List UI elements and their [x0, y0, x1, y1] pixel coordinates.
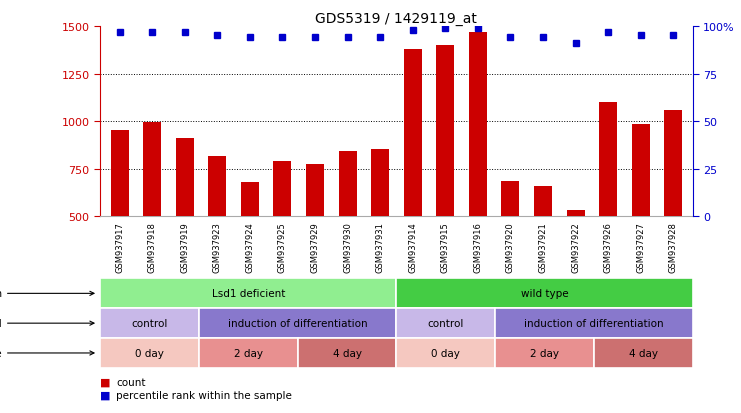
Bar — [665, 110, 682, 217]
Text: GSM937920: GSM937920 — [506, 222, 515, 273]
Bar — [143, 123, 161, 217]
Text: GSM937914: GSM937914 — [408, 222, 417, 273]
Bar — [110, 131, 128, 217]
Title: GDS5319 / 1429119_at: GDS5319 / 1429119_at — [316, 12, 477, 26]
Text: GSM937929: GSM937929 — [310, 222, 319, 273]
Text: GSM937921: GSM937921 — [539, 222, 548, 273]
Bar — [339, 151, 356, 217]
Text: 4 day: 4 day — [333, 348, 362, 358]
Bar — [502, 182, 519, 217]
Text: GSM937926: GSM937926 — [604, 222, 613, 273]
Text: count: count — [116, 377, 146, 387]
Text: GSM937931: GSM937931 — [376, 222, 385, 273]
Text: 4 day: 4 day — [629, 348, 658, 358]
Text: GSM937916: GSM937916 — [473, 222, 482, 273]
Bar — [371, 150, 389, 217]
Bar — [632, 125, 650, 217]
Text: genotype/variation: genotype/variation — [0, 289, 94, 299]
Text: GSM937917: GSM937917 — [115, 222, 124, 273]
Text: induction of differentiation: induction of differentiation — [524, 318, 664, 328]
Text: 0 day: 0 day — [135, 348, 164, 358]
Bar — [404, 50, 422, 217]
Text: percentile rank within the sample: percentile rank within the sample — [116, 390, 292, 400]
Bar — [534, 186, 552, 217]
Text: control: control — [131, 318, 167, 328]
Text: time: time — [0, 348, 94, 358]
Text: GSM937928: GSM937928 — [669, 222, 678, 273]
Text: GSM937925: GSM937925 — [278, 222, 287, 273]
Text: 2 day: 2 day — [233, 348, 263, 358]
Bar — [273, 162, 291, 217]
Text: GSM937915: GSM937915 — [441, 222, 450, 273]
Text: GSM937924: GSM937924 — [245, 222, 254, 273]
Bar — [176, 139, 193, 217]
Bar — [241, 183, 259, 217]
Text: GSM937922: GSM937922 — [571, 222, 580, 273]
Text: GSM937927: GSM937927 — [637, 222, 645, 273]
Text: ■: ■ — [100, 376, 110, 386]
Text: 0 day: 0 day — [431, 348, 460, 358]
Text: Lsd1 deficient: Lsd1 deficient — [211, 289, 285, 299]
Text: ■: ■ — [100, 389, 110, 399]
Text: induction of differentiation: induction of differentiation — [227, 318, 368, 328]
Text: GSM937923: GSM937923 — [213, 222, 222, 273]
Bar — [567, 210, 585, 217]
Text: GSM937919: GSM937919 — [180, 222, 189, 273]
Text: control: control — [428, 318, 464, 328]
Text: GSM937918: GSM937918 — [147, 222, 156, 273]
Text: wild type: wild type — [521, 289, 568, 299]
Bar — [436, 46, 454, 217]
Text: protocol: protocol — [0, 318, 94, 328]
Text: GSM937930: GSM937930 — [343, 222, 352, 273]
Bar — [599, 103, 617, 217]
Bar — [469, 33, 487, 217]
Bar — [208, 157, 226, 217]
Bar — [306, 164, 324, 217]
Text: 2 day: 2 day — [530, 348, 559, 358]
